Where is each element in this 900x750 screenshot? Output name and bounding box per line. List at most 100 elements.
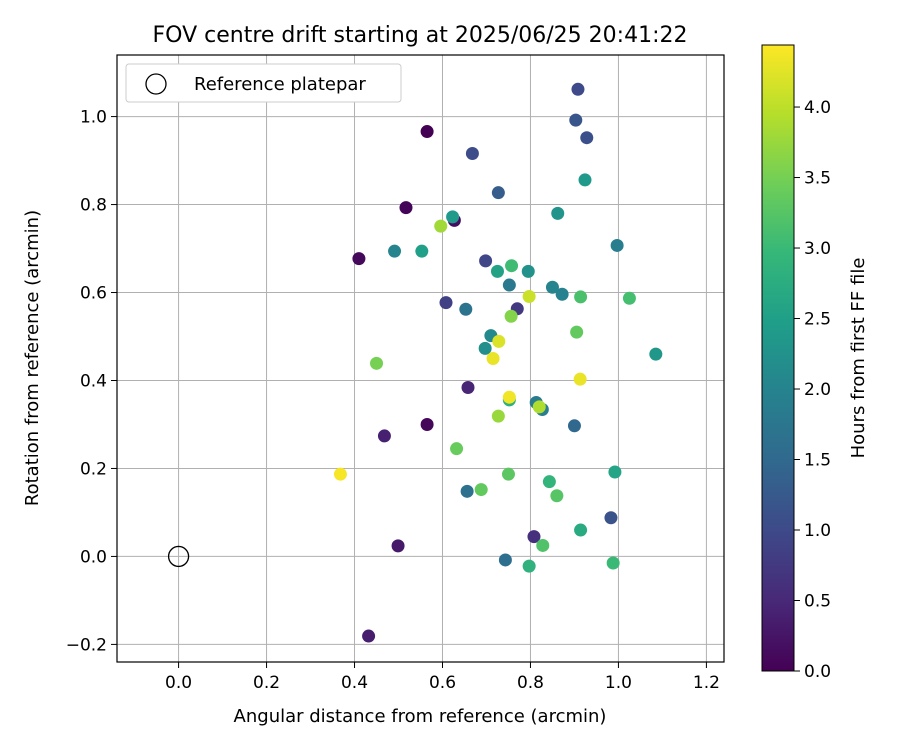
colorbar-tick-label: 4.0 — [804, 98, 831, 118]
scatter-point — [377, 429, 391, 443]
scatter-point — [567, 419, 581, 433]
scatter-point — [502, 390, 516, 404]
x-tick-label: 1.2 — [693, 673, 720, 693]
scatter-point — [370, 356, 384, 370]
scatter-point — [446, 210, 460, 224]
scatter-point — [649, 347, 663, 361]
scatter-point — [569, 113, 583, 127]
scatter-point — [460, 484, 474, 498]
scatter-points — [333, 82, 663, 643]
scatter-point — [555, 287, 569, 301]
scatter-point — [527, 530, 541, 544]
scatter-point — [420, 417, 434, 431]
scatter-point — [571, 82, 585, 96]
scatter-point — [610, 238, 624, 252]
scatter-point — [532, 400, 546, 414]
scatter-point — [465, 147, 479, 161]
scatter-point — [478, 341, 492, 355]
scatter-point — [550, 489, 564, 503]
y-tick-label: −0.2 — [66, 635, 107, 655]
colorbar-tick-label: 3.5 — [804, 169, 831, 189]
grid — [117, 55, 724, 662]
scatter-point — [505, 259, 519, 273]
legend-box — [125, 63, 402, 103]
scatter-point — [604, 511, 618, 525]
y-tick-label: 0.8 — [80, 196, 107, 216]
chart-title: FOV centre drift starting at 2025/06/25 … — [153, 23, 688, 48]
y-tick-label: 0.0 — [80, 547, 107, 567]
y-tick-label: 0.2 — [80, 459, 107, 479]
scatter-point — [333, 467, 347, 481]
y-tick-label: 0.4 — [80, 371, 107, 391]
x-tick-label: 0.6 — [429, 673, 456, 693]
colorbar-tick-label: 1.0 — [804, 521, 831, 541]
scatter-point — [388, 244, 402, 258]
scatter-point — [450, 442, 464, 456]
scatter-point — [391, 539, 405, 553]
legend-marker — [145, 73, 167, 95]
scatter-point — [570, 325, 584, 339]
scatter-point — [606, 556, 620, 570]
scatter-point — [479, 254, 493, 268]
colorbar-tick-label: 3.0 — [804, 239, 831, 259]
colorbar — [761, 44, 795, 672]
scatter-point — [578, 173, 592, 187]
x-tick-label: 0.2 — [253, 673, 280, 693]
scatter-point — [474, 483, 488, 497]
y-axis-label: Rotation from reference (arcmin) — [22, 210, 43, 506]
scatter-point — [504, 309, 518, 323]
colorbar-ticks: 0.0 0.5 1.0 1.5 2.0 2.5 3.0 3.5 4.0 — [794, 98, 831, 682]
x-tick-label: 0.0 — [165, 673, 192, 693]
legend-label: Reference platepar — [194, 74, 366, 95]
scatter-point — [486, 352, 500, 365]
colorbar-tick-label: 0.5 — [804, 592, 831, 612]
scatter-point — [521, 264, 535, 278]
colorbar-tick-label: 0.0 — [804, 662, 831, 682]
scatter-point — [491, 409, 505, 423]
scatter-point — [491, 186, 505, 200]
scatter-point — [352, 252, 366, 266]
scatter-point — [492, 334, 506, 348]
scatter-point — [439, 296, 453, 310]
colorbar-tick-label: 1.5 — [804, 451, 831, 471]
scatter-point — [551, 206, 565, 220]
scatter-point — [622, 291, 636, 305]
y-ticks: −0.2 0.0 0.2 0.4 0.6 0.8 1.0 — [66, 108, 117, 655]
legend: Reference platepar — [125, 63, 402, 103]
colorbar-tick-label: 2.5 — [804, 310, 831, 330]
scatter-point — [574, 290, 588, 304]
scatter-point — [498, 553, 512, 567]
reference-platepar-marker — [167, 545, 190, 568]
scatter-point — [522, 289, 536, 303]
reference-layer — [167, 545, 190, 568]
scatter-point — [608, 465, 622, 479]
scatter-point — [399, 201, 413, 215]
x-axis-label: Angular distance from reference (arcmin) — [234, 706, 607, 727]
x-ticks: 0.0 0.2 0.4 0.6 0.8 1.0 1.2 — [165, 662, 720, 693]
x-tick-label: 0.8 — [517, 673, 544, 693]
scatter-point — [461, 381, 475, 395]
colorbar-tick-label: 2.0 — [804, 380, 831, 400]
x-tick-label: 0.4 — [341, 673, 368, 693]
y-tick-label: 0.6 — [80, 284, 107, 304]
scatter-point — [501, 467, 515, 481]
scatter-point — [573, 372, 587, 386]
scatter-point — [545, 280, 559, 294]
scatter-point — [536, 538, 550, 552]
x-tick-label: 1.0 — [605, 673, 632, 693]
plot-frame — [116, 54, 725, 663]
scatter-point — [580, 131, 594, 145]
scatter-point — [415, 244, 429, 258]
scatter-point — [362, 629, 376, 643]
scatter-point — [542, 475, 556, 489]
scatter-point — [574, 523, 588, 537]
scatter-point — [522, 559, 536, 573]
scatter-point — [502, 278, 516, 292]
scatter-point — [490, 264, 504, 278]
colorbar-label: Hours from first FF file — [848, 258, 869, 459]
y-tick-label: 1.0 — [80, 108, 107, 128]
scatter-point — [420, 125, 434, 139]
scatter-point — [434, 219, 448, 233]
scatter-point — [459, 302, 473, 316]
